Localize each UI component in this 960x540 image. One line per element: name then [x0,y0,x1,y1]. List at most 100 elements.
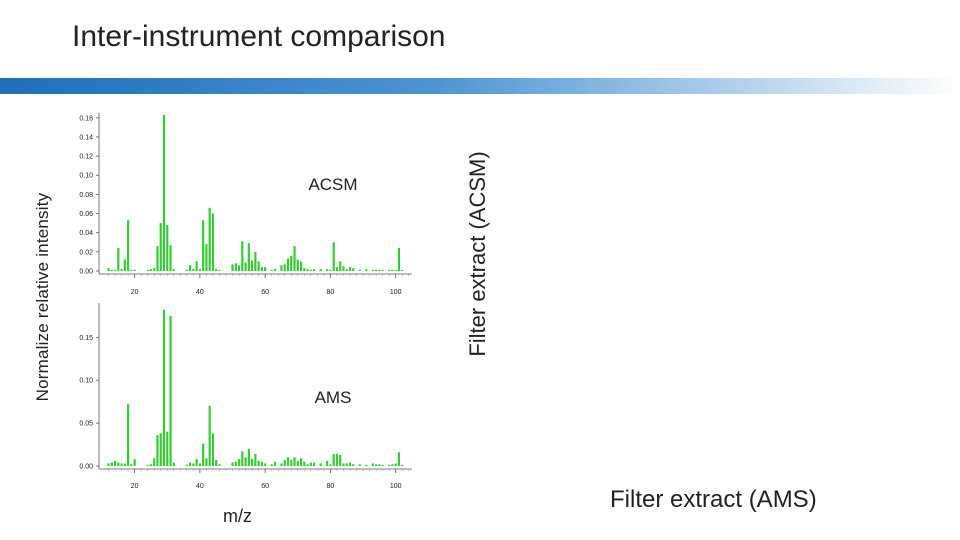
spectrum-bar [391,269,394,271]
spectrum-bar [401,464,404,466]
y-tick-label: 0.00 [79,464,93,471]
spectrum-bar [309,462,312,466]
spectrum-bar [286,457,290,466]
x-tick-label: 100 [390,483,402,490]
spectrum-bar [313,269,316,271]
spectrum-bar [166,225,169,271]
spectrum-bar [381,464,384,466]
spectrum-bar [169,315,172,466]
y-tick-label: 0.10 [79,173,93,180]
spectrum-bar [113,460,117,466]
x-tick-label: 20 [131,289,139,296]
spectrum-bar [166,431,169,466]
spectrum-bar [257,261,260,271]
x-tick-label: 60 [261,483,269,490]
spectrum-bar [309,269,312,271]
spectrum-bar [264,463,267,466]
spectrum-bar [120,269,123,271]
spectrum-bar [113,269,117,271]
spectrum-bar [211,433,215,466]
spectrum-bar [264,267,267,271]
spectrum-bar [244,262,247,271]
spectrum-bar [208,405,211,466]
spectrum-bar [332,242,335,271]
spectrum-bar [162,309,166,466]
spectrum-bar [293,246,296,271]
spectrum-bar [153,458,156,466]
spectrum-bar [280,265,283,271]
spectrum-bar [358,269,361,271]
spectrum-bar [375,464,378,466]
spectrum-bar [159,223,162,271]
spectrum-bar [169,245,172,271]
spectrum-bar [296,460,299,466]
spectrum-bar [110,269,113,271]
x-tick-label: 60 [261,289,269,296]
spectrum-bar [303,268,306,271]
spectrum-bar [149,464,153,466]
x-tick-label: 20 [131,483,139,490]
spectrum-bar [120,463,123,466]
spectrum-bar [342,266,345,271]
spectrum-bar [231,264,234,271]
spectrum-bar [237,265,241,271]
spectrum-bar [326,460,329,466]
spectrum-bar [296,259,299,271]
panel-label-acsm: ACSM [308,175,357,194]
spectrum-bar [342,463,345,466]
spectrum-bar [335,267,339,271]
spectrum-bar [127,220,130,271]
spectrum-bar [332,453,335,466]
spectrum-bar [273,461,277,466]
y-tick-label: 0.00 [79,269,93,276]
spectrum-bar [329,269,332,271]
x-tick-label: 100 [390,289,402,296]
spectrum-bar [260,461,263,466]
x-tick-label: 80 [327,483,335,490]
spectrum-bar [202,220,205,271]
spectrum-bar [156,246,159,271]
x-tick-label: 80 [327,289,335,296]
y-tick-label: 0.02 [79,249,93,256]
spectrum-bar [231,462,234,466]
spectrum-bar [251,459,254,466]
spectrum-bar [198,269,201,271]
spectrum-bar [254,251,257,271]
spectrum-bar [172,269,175,271]
spectrum-bar [365,464,368,466]
spectrum-bar [352,464,355,466]
spectrum-bar [211,213,215,271]
spectrum-bar [218,464,221,466]
y-tick-label: 0.14 [79,134,93,141]
y-tick-label: 0.08 [79,192,93,199]
spectrum-bar [218,269,221,271]
spectrum-bar [189,265,192,271]
spectrum-bar [205,458,208,466]
spectrum-bar [371,463,374,466]
spectrum-bar [319,463,322,466]
y-tick-label: 0.10 [79,378,93,385]
spectrum-bar [234,461,237,466]
spectrum-bar [397,248,401,271]
spectrum-bar [146,269,149,271]
x-tick-label: 40 [196,289,204,296]
spectrum-bar [290,255,293,271]
spectrum-bar [241,241,244,271]
spectrum-bar [237,459,241,466]
spectrum-bar [306,464,309,466]
spectrum-bar [234,263,237,271]
spectrum-bar [352,268,355,271]
spectrum-bar [286,258,290,271]
y-tick-label: 0.16 [79,115,93,122]
spectrum-bar [306,269,309,271]
spectrum-bar [215,459,218,466]
spectrum-bar [293,457,296,466]
spectrum-bar [397,452,401,466]
spectrum-bar [192,269,195,271]
spectrum-bar [127,404,130,466]
spectrum-bar [299,458,303,466]
spectrum-bar [202,443,205,466]
spectrum-bar [133,269,136,271]
spectrum-bar [117,462,120,466]
